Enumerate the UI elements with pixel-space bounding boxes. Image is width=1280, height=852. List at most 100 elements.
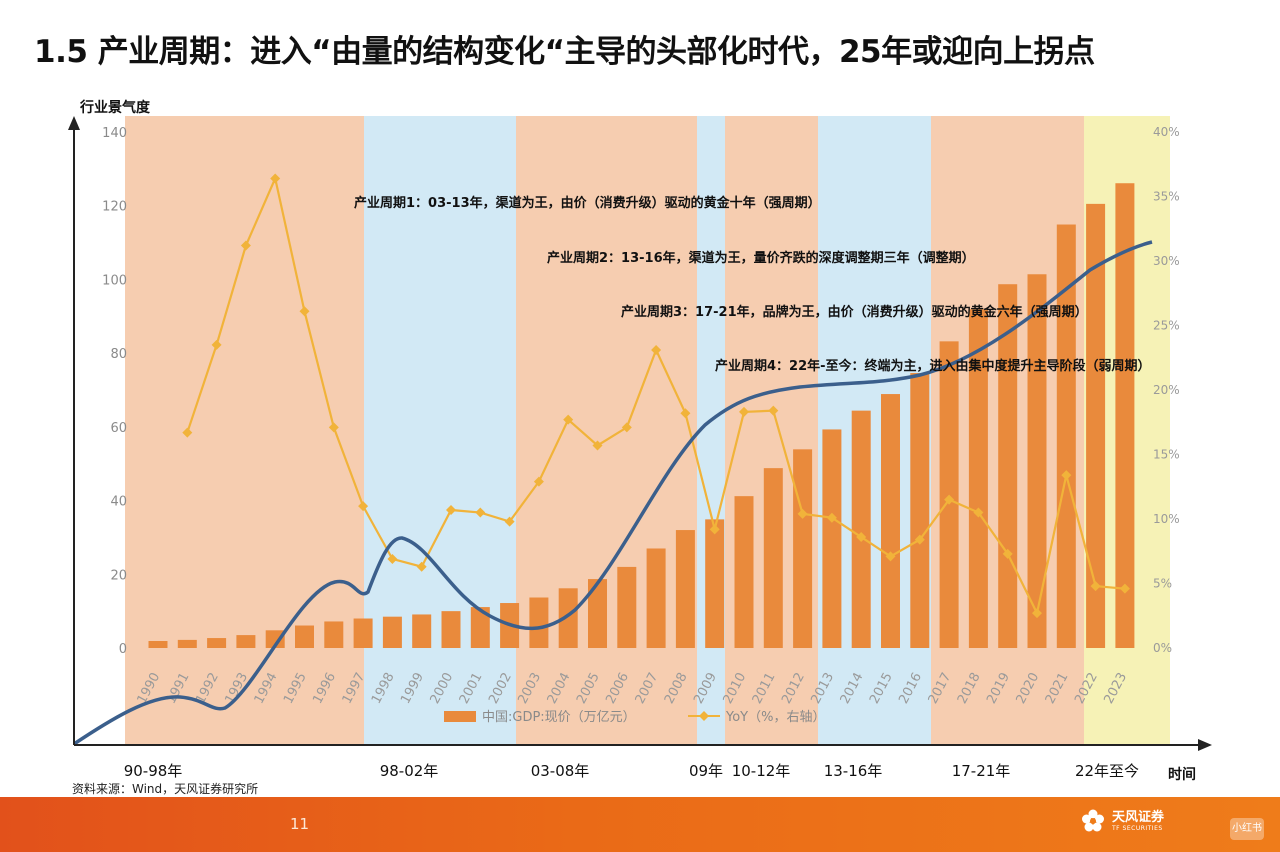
gdp-bar	[148, 640, 168, 648]
gdp-bar	[382, 616, 402, 648]
gdp-bar	[441, 611, 461, 648]
gdp-bar	[295, 625, 314, 648]
gdp-bar	[177, 639, 197, 648]
gdp-bar	[1115, 183, 1135, 648]
y-left-tick-label: 40	[110, 495, 127, 510]
y-axis-arrow-icon	[68, 116, 80, 130]
y-axis-title: 行业景气度	[79, 99, 151, 116]
legend-gdp-swatch	[444, 711, 476, 722]
gdp-bar	[1086, 203, 1106, 648]
y-left-tick-label: 0	[119, 642, 127, 657]
gdp-bar	[822, 429, 842, 648]
yoy-marker	[211, 339, 222, 350]
gdp-bar	[910, 373, 930, 648]
gdp-bar	[763, 468, 783, 648]
yoy-marker	[944, 494, 955, 505]
footer-bar	[0, 797, 1280, 852]
y-right-tick-label: 5%	[1153, 577, 1172, 591]
legend-gdp-label: 中国:GDP:现价（万亿元）	[482, 710, 636, 725]
period-label-5: 13-16年	[824, 762, 883, 780]
gdp-bar	[646, 548, 666, 648]
legend-yoy-label: YoY（%，右轴）	[725, 710, 825, 725]
period-label-6: 17-21年	[952, 762, 1011, 780]
cycle-annotation: 产业周期2：13-16年，渠道为王，量价齐跌的深度调整期三年（调整期）	[547, 250, 975, 266]
yoy-marker	[973, 507, 984, 518]
gdp-bar	[236, 635, 256, 648]
period-label-3: 09年	[689, 762, 723, 780]
gdp-bar	[1027, 274, 1047, 648]
yoy-marker	[856, 532, 867, 543]
yoy-marker	[797, 508, 808, 519]
page-number: 11	[290, 815, 310, 833]
yoy-marker	[270, 173, 281, 184]
gdp-bar	[793, 449, 813, 648]
gdp-bar	[617, 566, 637, 648]
gdp-bar	[324, 621, 344, 648]
gdp-bar	[529, 597, 549, 648]
gdp-bar	[265, 630, 285, 648]
x-axis-title: 时间	[1168, 766, 1196, 783]
yoy-marker	[182, 427, 193, 438]
source-note: 资料来源：Wind，天风证券研究所	[72, 782, 259, 796]
legend-yoy-marker	[699, 711, 709, 721]
gdp-bar	[968, 309, 988, 648]
yoy-marker	[563, 414, 574, 425]
period-label-7: 22年至今	[1075, 762, 1139, 780]
cycle-annotation: 产业周期1：03-13年，渠道为王，由价（消费升级）驱动的黄金十年（强周期）	[354, 195, 821, 211]
y-right-tick-label: 40%	[1153, 125, 1180, 139]
yoy-marker	[240, 240, 251, 251]
period-label-1: 98-02年	[380, 762, 439, 780]
yoy-marker	[387, 553, 398, 564]
yoy-marker	[446, 504, 456, 515]
yoy-marker	[328, 422, 339, 433]
y-right-tick-label: 0%	[1153, 641, 1172, 655]
y-right-tick-label: 10%	[1153, 512, 1180, 526]
gdp-bar	[675, 530, 695, 648]
y-left-tick-label: 20	[110, 568, 127, 583]
gdp-bar	[705, 519, 725, 648]
period-label-0: 90-98年	[124, 762, 183, 780]
yoy-marker	[1032, 608, 1042, 619]
yoy-marker	[914, 534, 925, 545]
gdp-bar	[851, 410, 871, 648]
gdp-bar	[558, 588, 578, 648]
y-left-tick-label: 60	[110, 421, 127, 436]
industry-cycle-chart: 90-98年 98-02年 03-08年 09年 10-12年 13-16年 17-21年 2…	[68, 99, 1212, 783]
y-right-tick-label: 35%	[1153, 190, 1180, 204]
yoy-marker	[1119, 583, 1130, 594]
gdp-bar	[470, 607, 490, 648]
page-title: 1.5 产业周期：进入“由量的结构变化“主导的头部化时代，25年或迎向上拐点	[34, 34, 1095, 70]
gdp-bar	[998, 284, 1018, 648]
y-right-tick-label: 30%	[1153, 254, 1180, 268]
yoy-marker	[739, 406, 749, 417]
yoy-marker	[416, 561, 427, 572]
period-label-4: 10-12年	[732, 762, 791, 780]
brand-logo: 天风证券 TF SECURITIES	[1080, 808, 1164, 834]
gdp-bar	[734, 496, 754, 648]
yoy-marker	[1061, 470, 1072, 481]
yoy-marker	[651, 345, 662, 356]
yoy-marker	[621, 422, 632, 433]
flower-logo-icon	[1082, 809, 1104, 832]
yoy-marker	[826, 512, 837, 523]
y-right-tick-label: 15%	[1153, 448, 1180, 462]
gdp-bar	[207, 638, 227, 648]
yoy-marker	[475, 507, 486, 518]
gdp-bar	[881, 394, 900, 648]
yoy-marker	[680, 408, 691, 419]
brand-name: 天风证券	[1112, 809, 1165, 825]
yoy-marker	[1002, 548, 1013, 559]
y-left-tick-label: 100	[102, 273, 127, 288]
yoy-marker	[358, 501, 369, 512]
period-label-2: 03-08年	[531, 762, 590, 780]
gdp-bar	[353, 618, 373, 648]
yoy-marker	[504, 516, 515, 527]
prosperity-curve	[73, 240, 1153, 746]
cycle-annotation: 产业周期4：22年-至今：终端为主，进入由集中度提升主导阶段（弱周期）	[715, 358, 1151, 374]
yoy-marker	[533, 476, 544, 487]
yoy-marker	[299, 306, 310, 317]
x-axis-arrow-icon	[1198, 739, 1212, 751]
y-right-tick-label: 20%	[1153, 383, 1180, 397]
watermark-badge: 小红书	[1230, 818, 1264, 840]
gdp-bar	[588, 579, 607, 648]
